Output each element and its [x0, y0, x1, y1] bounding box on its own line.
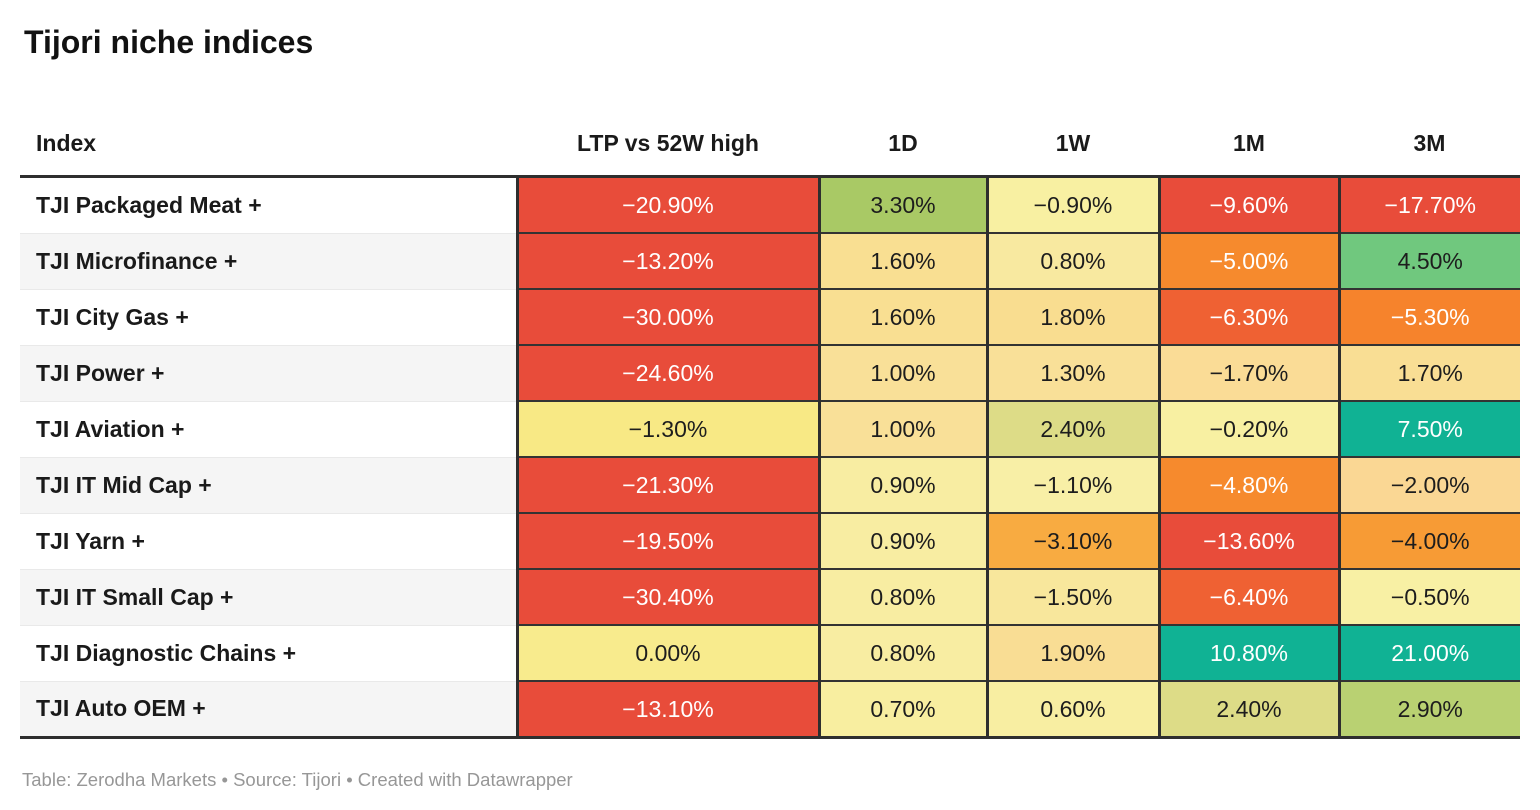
header-row: Index LTP vs 52W high 1D 1W 1M 3M — [20, 111, 1520, 177]
index-name-cell[interactable]: TJI IT Mid Cap + — [20, 456, 517, 513]
value-cell-3m: 1.70% — [1337, 344, 1520, 401]
index-name-cell[interactable]: TJI Power + — [20, 344, 517, 401]
value-cell-3m: −4.00% — [1337, 512, 1520, 569]
value-cell-3m: 4.50% — [1337, 232, 1520, 289]
value-cell-1w: 1.90% — [985, 624, 1159, 681]
table-row: TJI Microfinance + −13.20% 1.60% 0.80% −5.00… — [20, 232, 1520, 289]
value-cell-1m: −5.00% — [1157, 232, 1339, 289]
value-cell-1m: −6.40% — [1157, 568, 1339, 625]
value-cell-1m: −13.60% — [1157, 512, 1339, 569]
value-cell-ltp-52w-high: −30.40% — [515, 568, 819, 625]
index-name-cell[interactable]: TJI Diagnostic Chains + — [20, 624, 517, 681]
value-cell-ltp-52w-high: −19.50% — [515, 512, 819, 569]
table-row: TJI IT Small Cap + −30.40% 0.80% −1.50% −6.4… — [20, 568, 1520, 625]
value-cell-1d: 3.30% — [817, 176, 987, 233]
value-cell-1m: −9.60% — [1157, 176, 1339, 233]
value-cell-3m: −5.30% — [1337, 288, 1520, 345]
index-name-cell[interactable]: TJI IT Small Cap + — [20, 568, 517, 625]
index-name-cell[interactable]: TJI Aviation + — [20, 400, 517, 457]
table-row: TJI Diagnostic Chains +0.00% 0.80% 1.90% 10… — [20, 624, 1520, 681]
page-title: Tijori niche indices — [24, 24, 314, 60]
table-row: TJI IT Mid Cap + −21.30% 0.90% −1.10% −4.80%… — [20, 456, 1520, 513]
table-row: TJI Power + −24.60% 1.00% 1.30% −1.70% 1.70% — [20, 344, 1520, 401]
value-cell-ltp-52w-high: −20.90% — [515, 176, 819, 233]
value-cell-3m: −2.00% — [1337, 456, 1520, 513]
value-cell-1m: 10.80% — [1157, 624, 1339, 681]
value-cell-ltp-52w-high: −13.10% — [515, 680, 819, 739]
index-name-cell[interactable]: TJI City Gas + — [20, 288, 517, 345]
value-cell-1d: 0.90% — [817, 456, 987, 513]
index-name-cell[interactable]: TJI Packaged Meat + — [20, 176, 517, 233]
index-name-cell[interactable]: TJI Auto OEM + — [20, 680, 517, 739]
index-name-cell[interactable]: TJI Microfinance + — [20, 232, 517, 289]
value-cell-1m: −6.30% — [1157, 288, 1339, 345]
value-cell-3m: −0.50% — [1337, 568, 1520, 625]
column-header-1m: 1M — [1233, 129, 1265, 156]
value-cell-3m: −17.70% — [1337, 176, 1520, 233]
table-row: TJI Packaged Meat + −20.90% 3.30% −0.90% −9.… — [20, 176, 1520, 233]
column-header-ltp-52w-high: LTP vs 52W high — [577, 129, 759, 156]
value-cell-1d: 0.80% — [817, 624, 987, 681]
value-cell-1d: 0.80% — [817, 568, 987, 625]
value-cell-1m: 2.40% — [1157, 680, 1339, 739]
value-cell-1w: −1.10% — [985, 456, 1159, 513]
value-cell-ltp-52w-high: 0.00% — [515, 624, 819, 681]
value-cell-3m: 21.00% — [1337, 624, 1520, 681]
value-cell-1w: 1.80% — [985, 288, 1159, 345]
footer-credits: Table: Zerodha Markets • Source: Tijori … — [22, 769, 573, 790]
indices-table: Index LTP vs 52W high 1D 1W 1M 3M TJI Pa… — [20, 111, 1520, 739]
table-body: TJI Packaged Meat + −20.90% 3.30% −0.90% −9.… — [20, 176, 1520, 739]
value-cell-1m: −4.80% — [1157, 456, 1339, 513]
value-cell-1w: −0.90% — [985, 176, 1159, 233]
value-cell-1d: 1.00% — [817, 400, 987, 457]
value-cell-ltp-52w-high: −1.30% — [515, 400, 819, 457]
table-row: TJI Auto OEM + −13.10% 0.70% 0.60% 2.40% 2.90… — [20, 680, 1520, 739]
column-header-1d: 1D — [888, 129, 918, 156]
value-cell-1d: 0.70% — [817, 680, 987, 739]
value-cell-1w: 1.30% — [985, 344, 1159, 401]
value-cell-3m: 7.50% — [1337, 400, 1520, 457]
value-cell-1w: 0.60% — [985, 680, 1159, 739]
value-cell-1d: 1.60% — [817, 288, 987, 345]
table-row: TJI City Gas + −30.00% 1.60% 1.80% −6.30% −5.… — [20, 288, 1520, 345]
table-header: Index LTP vs 52W high 1D 1W 1M 3M — [20, 111, 1520, 177]
table-row: TJI Aviation + −1.30% 1.00% 2.40% −0.20% 7.50… — [20, 400, 1520, 457]
column-header-index: Index — [36, 129, 97, 156]
value-cell-1d: 1.60% — [817, 232, 987, 289]
value-cell-3m: 2.90% — [1337, 680, 1520, 739]
value-cell-1d: 1.00% — [817, 344, 987, 401]
value-cell-1w: 0.80% — [985, 232, 1159, 289]
value-cell-ltp-52w-high: −24.60% — [515, 344, 819, 401]
index-name-cell[interactable]: TJI Yarn + — [20, 512, 517, 569]
value-cell-ltp-52w-high: −13.20% — [515, 232, 819, 289]
value-cell-ltp-52w-high: −30.00% — [515, 288, 819, 345]
value-cell-1d: 0.90% — [817, 512, 987, 569]
value-cell-1w: 2.40% — [985, 400, 1159, 457]
value-cell-1m: −0.20% — [1157, 400, 1339, 457]
table-row: TJI Yarn + −19.50% 0.90% −3.10% −13.60% −4.00… — [20, 512, 1520, 569]
value-cell-1m: −1.70% — [1157, 344, 1339, 401]
column-header-1w: 1W — [1055, 129, 1091, 156]
value-cell-1w: −1.50% — [985, 568, 1159, 625]
value-cell-ltp-52w-high: −21.30% — [515, 456, 819, 513]
value-cell-1w: −3.10% — [985, 512, 1159, 569]
column-header-3m: 3M — [1413, 129, 1446, 156]
